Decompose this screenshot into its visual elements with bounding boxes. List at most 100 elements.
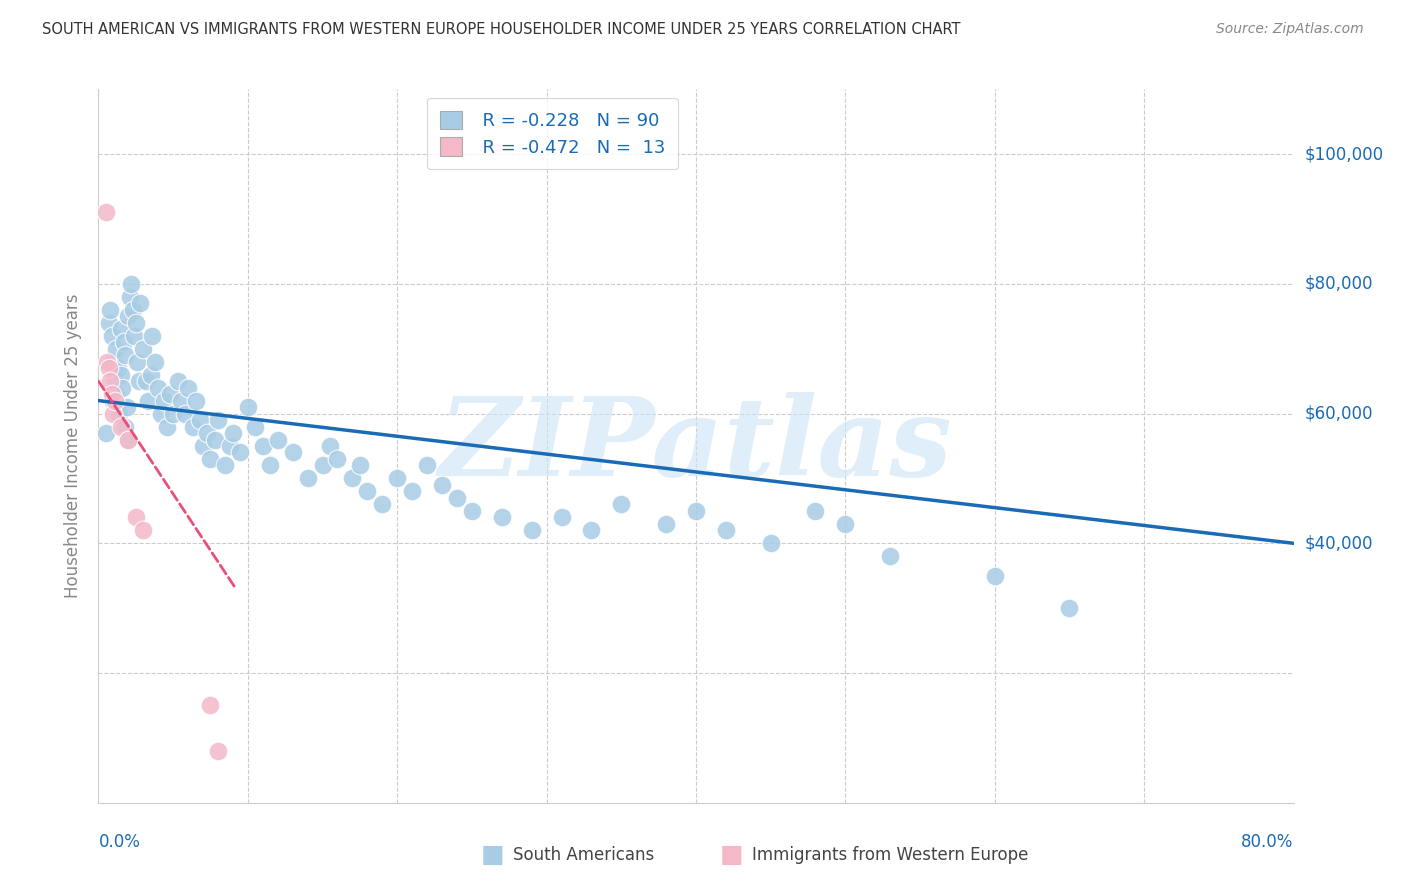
Point: [105, 342, 128, 356]
Point: [132, 342, 155, 356]
Point: [214, 458, 236, 473]
Point: [401, 484, 423, 499]
Text: SOUTH AMERICAN VS IMMIGRANTS FROM WESTERN EUROPE HOUSEHOLDER INCOME UNDER 25 YEA: SOUTH AMERICAN VS IMMIGRANTS FROM WESTER…: [42, 22, 960, 37]
Point: [110, 419, 132, 434]
Point: [326, 452, 349, 467]
Point: [319, 439, 342, 453]
Point: [184, 393, 207, 408]
Point: [97, 361, 120, 376]
Point: [96, 354, 118, 368]
Text: $60,000: $60,000: [1305, 405, 1374, 423]
Point: [114, 348, 136, 362]
Point: [121, 302, 143, 317]
Point: [148, 381, 170, 395]
Point: [297, 471, 319, 485]
Point: [153, 393, 176, 408]
Point: [236, 400, 259, 414]
Point: [356, 484, 378, 499]
Point: [159, 387, 181, 401]
Point: [101, 387, 124, 401]
Point: [259, 458, 281, 473]
Point: [94, 425, 117, 440]
Point: [200, 452, 222, 467]
Point: [150, 407, 173, 421]
Point: [139, 368, 162, 382]
Point: [103, 354, 125, 368]
Text: Source: ZipAtlas.com: Source: ZipAtlas.com: [1216, 22, 1364, 37]
Point: [371, 497, 394, 511]
Point: [135, 374, 157, 388]
Point: [879, 549, 901, 564]
Point: [229, 445, 252, 459]
Text: ZIPatlas: ZIPatlas: [439, 392, 953, 500]
Text: ■: ■: [481, 843, 503, 866]
Text: $40,000: $40,000: [1305, 534, 1374, 552]
Point: [1059, 601, 1081, 615]
Point: [342, 471, 364, 485]
Point: [416, 458, 439, 473]
Point: [141, 328, 163, 343]
Point: [129, 296, 152, 310]
Point: [207, 413, 229, 427]
Point: [162, 407, 184, 421]
Point: [200, 698, 222, 713]
Text: ■: ■: [720, 843, 742, 866]
Point: [117, 310, 139, 324]
Text: Immigrants from Western Europe: Immigrants from Western Europe: [752, 846, 1029, 863]
Point: [281, 445, 304, 459]
Point: [759, 536, 782, 550]
Point: [117, 433, 139, 447]
Point: [191, 439, 214, 453]
Point: [385, 471, 409, 485]
Point: [804, 504, 827, 518]
Point: [143, 354, 166, 368]
Point: [581, 524, 603, 538]
Point: [97, 316, 120, 330]
Point: [245, 419, 267, 434]
Point: [834, 516, 856, 531]
Point: [117, 433, 139, 447]
Point: [219, 439, 242, 453]
Point: [108, 407, 131, 421]
Legend:   R = -0.228   N = 90,   R = -0.472   N =  13: R = -0.228 N = 90, R = -0.472 N = 13: [427, 98, 678, 169]
Point: [101, 328, 124, 343]
Point: [98, 302, 122, 317]
Point: [714, 524, 737, 538]
Point: [103, 393, 125, 408]
Point: [104, 393, 127, 408]
Point: [120, 277, 142, 291]
Text: $100,000: $100,000: [1305, 145, 1384, 163]
Point: [461, 504, 484, 518]
Point: [110, 368, 132, 382]
Point: [118, 290, 141, 304]
Point: [311, 458, 333, 473]
Point: [520, 524, 543, 538]
Point: [188, 413, 211, 427]
Point: [174, 407, 197, 421]
Point: [655, 516, 678, 531]
Point: [111, 381, 134, 395]
Point: [685, 504, 707, 518]
Point: [430, 478, 453, 492]
Point: [107, 361, 129, 376]
Point: [349, 458, 371, 473]
Point: [103, 407, 125, 421]
Point: [610, 497, 633, 511]
Point: [132, 524, 155, 538]
Point: [169, 393, 191, 408]
Point: [125, 510, 148, 524]
Point: [98, 374, 122, 388]
Point: [550, 510, 572, 524]
Point: [105, 387, 128, 401]
Point: [177, 381, 200, 395]
Point: [491, 510, 513, 524]
Point: [128, 374, 150, 388]
Point: [112, 335, 135, 350]
Point: [94, 205, 117, 219]
Point: [267, 433, 290, 447]
Point: [114, 419, 136, 434]
Point: [181, 419, 204, 434]
Point: [104, 374, 127, 388]
Text: 0.0%: 0.0%: [98, 833, 141, 851]
Point: [110, 322, 132, 336]
